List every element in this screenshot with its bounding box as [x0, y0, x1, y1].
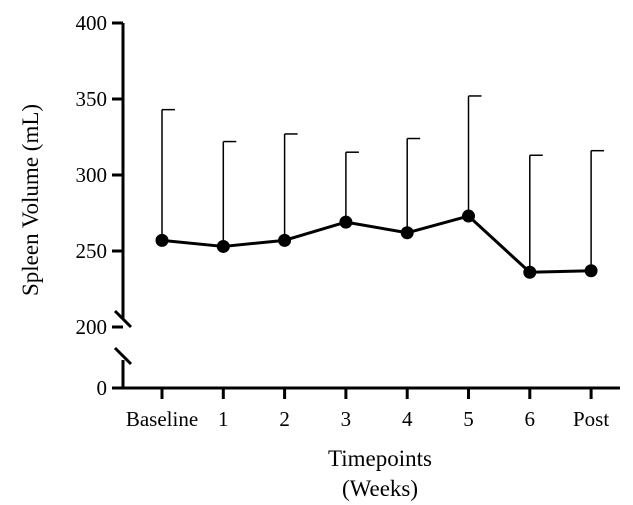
y-axis-break-mark [113, 346, 133, 366]
series-line [161, 214, 592, 274]
data-point [339, 215, 353, 229]
y-tick-label: 300 [76, 163, 108, 187]
data-point [155, 233, 169, 247]
y-tick-label: 350 [76, 87, 108, 111]
x-tick-label: 6 [525, 407, 536, 431]
x-axis-title: (Weeks) [342, 476, 418, 501]
y-tick-label: 250 [76, 239, 108, 263]
labels: 0 200 250 300 350 400 Baseline 1 2 3 4 5 6 Post Timepo… [18, 11, 609, 501]
data-series [155, 209, 598, 279]
x-tick-label: 1 [218, 407, 229, 431]
y-axis-break-mark [113, 309, 133, 329]
data-point [278, 233, 292, 247]
data-point [216, 239, 230, 253]
y-axis-title: Spleen Volume (mL) [18, 104, 43, 296]
x-tick-label: 3 [341, 407, 352, 431]
data-point [523, 265, 537, 279]
x-axis-title: Timepoints [328, 446, 432, 471]
data-point [400, 226, 414, 240]
y-tick-label: 0 [97, 376, 108, 400]
y-tick-label: 200 [76, 315, 108, 339]
x-tick-label: 4 [402, 407, 413, 431]
data-point [584, 264, 598, 278]
x-tick-label: Post [573, 407, 609, 431]
y-tick-label: 400 [76, 11, 108, 35]
data-point [462, 209, 475, 223]
x-tick-label: 5 [463, 407, 474, 431]
x-tick-label: Baseline [126, 407, 198, 431]
axes [112, 21, 620, 399]
x-tick-label: 2 [279, 407, 290, 431]
error-bars [161, 95, 605, 273]
